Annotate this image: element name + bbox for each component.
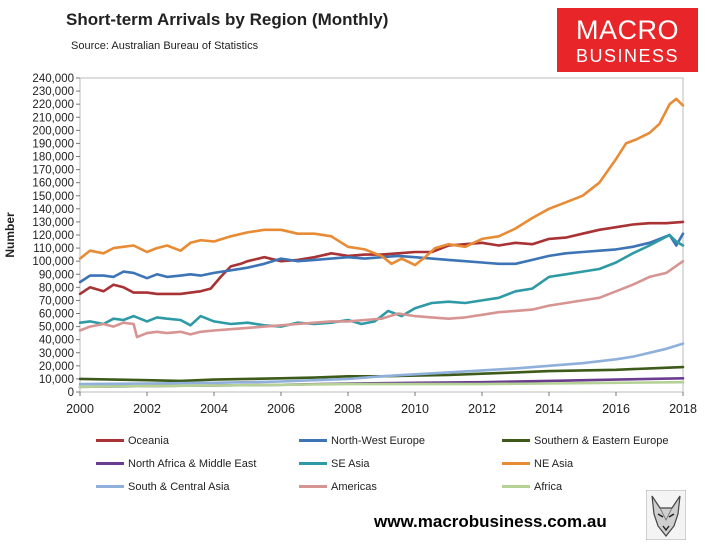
y-tick-label: 80,000 bbox=[39, 282, 74, 294]
series-line-north-west-europe bbox=[78, 232, 685, 284]
x-tick-label: 2008 bbox=[334, 402, 362, 416]
x-tick-label: 2004 bbox=[200, 402, 228, 416]
y-tick-label: 10,000 bbox=[39, 374, 74, 386]
y-tick-label: 60,000 bbox=[39, 309, 74, 321]
y-tick-label: 50,000 bbox=[39, 322, 74, 334]
y-tick-label: 40,000 bbox=[39, 335, 74, 347]
chart-title: Short-term Arrivals by Region (Monthly) bbox=[66, 10, 389, 29]
y-tick-label: 140,000 bbox=[32, 204, 74, 216]
legend-item: SE Asia bbox=[299, 456, 502, 471]
series-line-ne-asia bbox=[78, 97, 685, 267]
legend-swatch bbox=[299, 439, 327, 442]
y-tick-label: 20,000 bbox=[39, 361, 74, 373]
legend-swatch bbox=[502, 485, 530, 488]
x-tick-label: 2000 bbox=[66, 402, 94, 416]
legend-item: NE Asia bbox=[502, 456, 696, 471]
legend-swatch bbox=[502, 462, 530, 465]
y-tick-label: 210,000 bbox=[32, 112, 74, 124]
y-tick-label: 190,000 bbox=[32, 138, 74, 150]
legend-swatch bbox=[502, 439, 530, 442]
y-tick-label: 150,000 bbox=[32, 191, 74, 203]
x-tick-label: 2018 bbox=[669, 402, 697, 416]
legend-label: Africa bbox=[534, 480, 563, 493]
legend-swatch bbox=[96, 439, 124, 442]
y-tick-label: 220,000 bbox=[32, 99, 74, 111]
y-tick-label: 200,000 bbox=[32, 125, 74, 137]
y-tick-label: 240,000 bbox=[32, 73, 74, 85]
legend-label: Oceania bbox=[128, 434, 169, 447]
legend-swatch bbox=[299, 485, 327, 488]
legend-swatch bbox=[96, 485, 124, 488]
x-tick-label: 2016 bbox=[602, 402, 630, 416]
chart-source: Source: Australian Bureau of Statistics bbox=[71, 40, 259, 52]
y-tick-label: 110,000 bbox=[33, 243, 74, 255]
logo-line2: BUSINESS bbox=[575, 46, 680, 66]
fox-mascot-icon bbox=[646, 490, 686, 540]
y-axis-label: Number bbox=[3, 212, 17, 258]
legend-label: South & Central Asia bbox=[128, 480, 230, 493]
x-tick-label: 2002 bbox=[133, 402, 161, 416]
series-line-se-asia bbox=[78, 233, 685, 328]
legend-swatch bbox=[96, 462, 124, 465]
legend-item: Southern & Eastern Europe bbox=[502, 433, 696, 448]
series-line-oceania bbox=[78, 220, 685, 296]
y-tick-label: 70,000 bbox=[39, 295, 74, 307]
legend-swatch bbox=[299, 462, 327, 465]
website-url[interactable]: www.macrobusiness.com.au bbox=[374, 512, 607, 531]
legend-item: Oceania bbox=[96, 433, 299, 448]
legend-label: Southern & Eastern Europe bbox=[534, 434, 669, 447]
legend-item: North-West Europe bbox=[299, 433, 502, 448]
legend-item: North Africa & Middle East bbox=[96, 456, 299, 471]
logo-line1: MACRO bbox=[576, 15, 679, 45]
y-tick-label: 90,000 bbox=[39, 269, 74, 281]
legend-label: SE Asia bbox=[331, 457, 370, 470]
y-tick-label: 180,000 bbox=[32, 152, 74, 164]
legend-label: NE Asia bbox=[534, 457, 574, 470]
y-tick-label: 30,000 bbox=[39, 348, 74, 360]
legend-item: Africa bbox=[502, 479, 696, 494]
series-line-americas bbox=[78, 259, 685, 339]
x-tick-label: 2006 bbox=[267, 402, 295, 416]
legend-label: North-West Europe bbox=[331, 434, 425, 447]
x-tick-label: 2012 bbox=[468, 402, 496, 416]
legend-item: Americas bbox=[299, 479, 502, 494]
x-tick-label: 2014 bbox=[535, 402, 563, 416]
chart-legend: Oceania North-West Europe Southern & Easte… bbox=[96, 433, 696, 494]
y-tick-label: 130,000 bbox=[32, 217, 74, 229]
y-tick-label: 100,000 bbox=[32, 256, 74, 268]
series-line-south-central-asia bbox=[78, 342, 685, 386]
legend-item: South & Central Asia bbox=[96, 479, 299, 494]
macrobusiness-logo[interactable]: MACRO BUSINESS bbox=[557, 8, 698, 72]
y-tick-label: 120,000 bbox=[32, 230, 74, 242]
series-line-africa bbox=[78, 380, 685, 389]
y-tick-label: 0 bbox=[68, 387, 74, 399]
y-tick-label: 230,000 bbox=[32, 86, 74, 98]
legend-label: Americas bbox=[331, 480, 377, 493]
x-tick-label: 2010 bbox=[401, 402, 429, 416]
y-tick-label: 170,000 bbox=[32, 165, 74, 177]
plot-area bbox=[79, 77, 684, 393]
legend-label: North Africa & Middle East bbox=[128, 457, 257, 470]
y-tick-label: 160,000 bbox=[32, 178, 74, 190]
